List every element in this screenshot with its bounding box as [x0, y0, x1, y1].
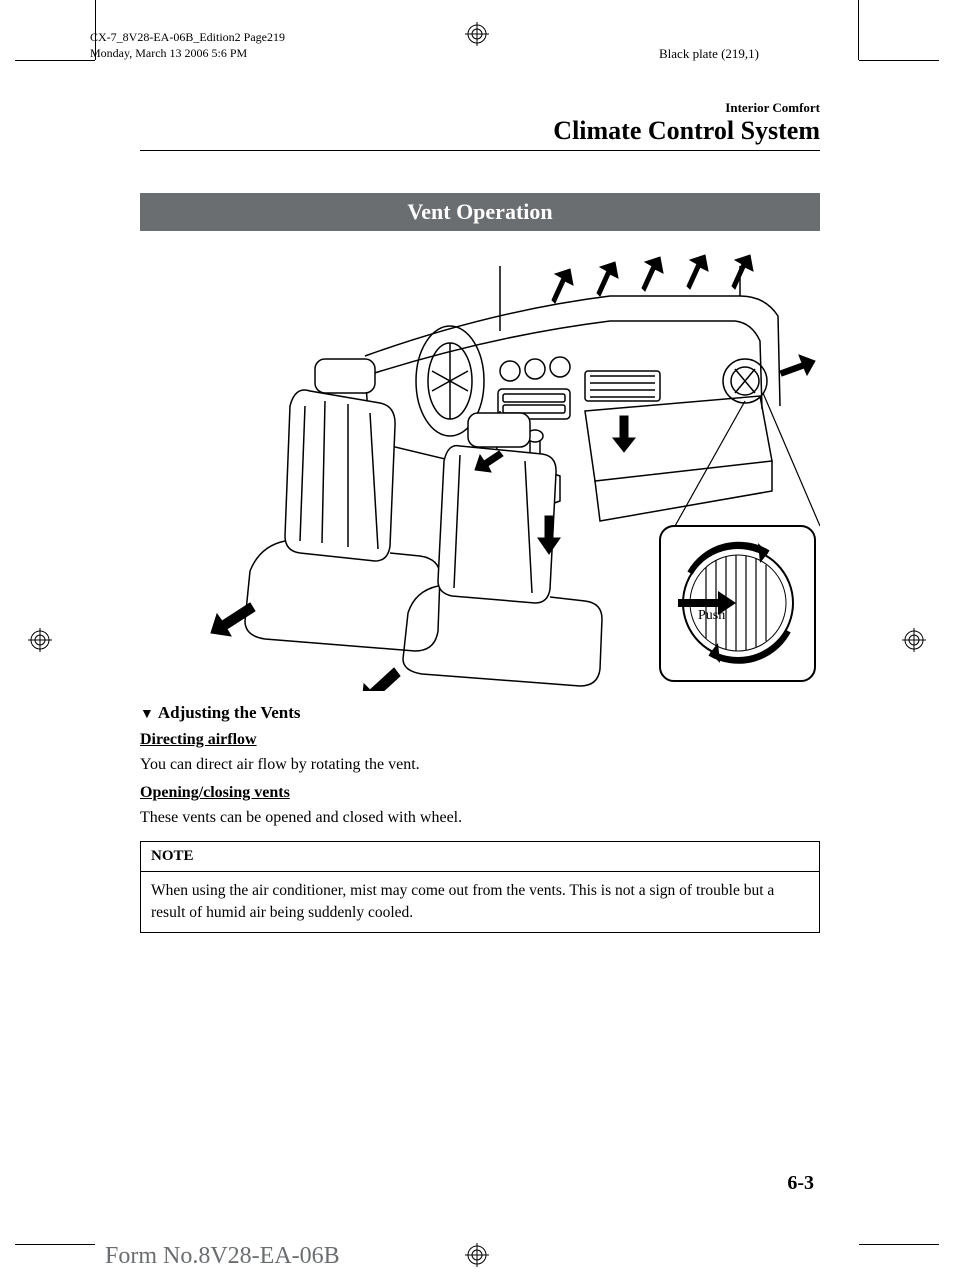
opening-heading: Opening/closing vents: [140, 784, 820, 802]
page-content: Interior Comfort Climate Control System …: [140, 100, 820, 933]
crop-line: [15, 1244, 95, 1245]
crop-mark-right: [902, 628, 926, 652]
chapter-small: Interior Comfort: [140, 100, 820, 116]
note-box: NOTE When using the air conditioner, mis…: [140, 841, 820, 932]
plate-info: Black plate (219,1): [659, 46, 759, 62]
opening-body: These vents can be opened and closed wit…: [140, 806, 820, 829]
directing-body: You can direct air flow by rotating the …: [140, 753, 820, 776]
page-number: 6-3: [787, 1172, 814, 1195]
file-line: CX-7_8V28-EA-06B_Edition2 Page219: [90, 30, 285, 46]
vent-illustration: Push: [140, 241, 820, 691]
form-number: Form No.8V28-EA-06B: [105, 1243, 340, 1270]
crop-line: [859, 60, 939, 61]
subsection-heading: ▼Adjusting the Vents: [140, 703, 820, 723]
crop-line: [15, 60, 95, 61]
chapter-large: Climate Control System: [140, 116, 820, 146]
chapter-header: Interior Comfort Climate Control System: [140, 100, 820, 146]
date-line: Monday, March 13 2006 5:6 PM: [90, 46, 285, 62]
triangle-icon: ▼: [140, 707, 154, 723]
directing-heading: Directing airflow: [140, 731, 820, 749]
crop-mark-left: [28, 628, 52, 652]
section-banner: Vent Operation: [140, 193, 820, 231]
chapter-rule: [140, 150, 820, 151]
push-label: Push: [698, 608, 725, 623]
crop-line: [859, 1244, 939, 1245]
crop-mark-top: [465, 22, 489, 46]
header-meta: CX-7_8V28-EA-06B_Edition2 Page219 Monday…: [90, 30, 285, 61]
note-body: When using the air conditioner, mist may…: [141, 872, 819, 931]
note-title: NOTE: [141, 842, 819, 872]
subsection-title: Adjusting the Vents: [158, 703, 301, 722]
crop-line: [858, 0, 859, 60]
crop-mark-bottom: [465, 1243, 489, 1267]
